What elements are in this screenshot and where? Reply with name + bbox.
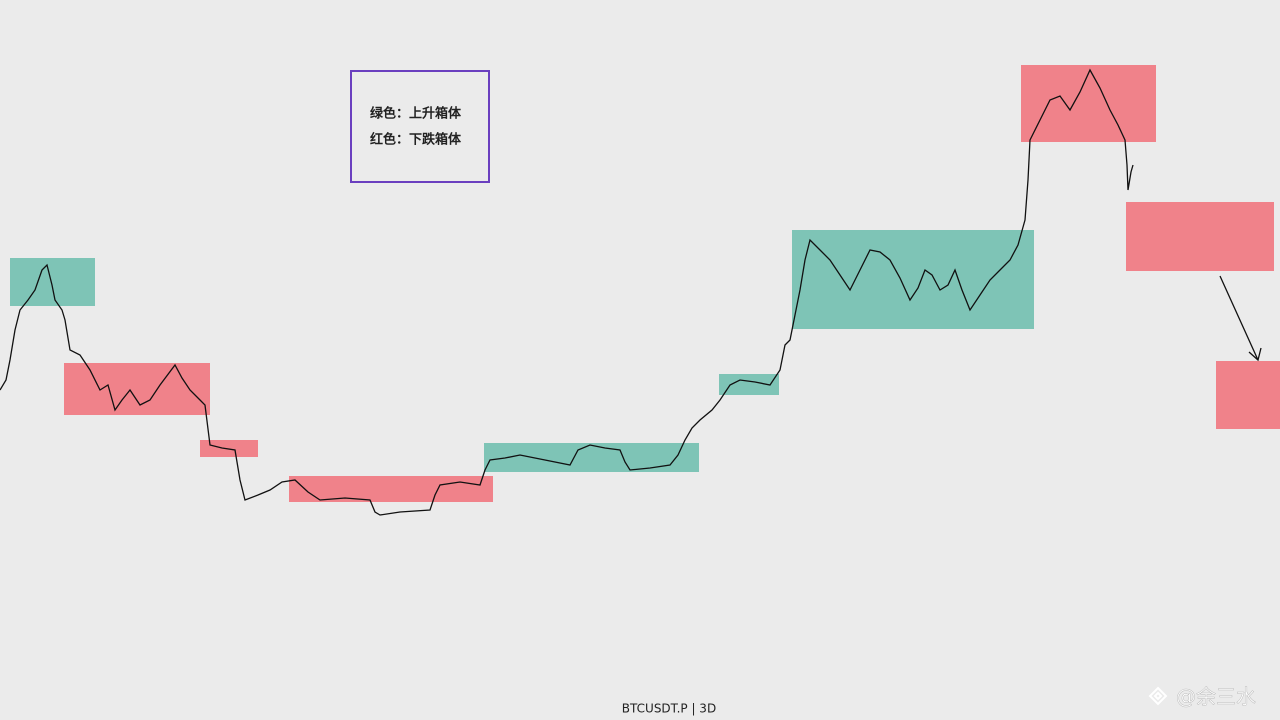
rising-box — [10, 258, 95, 306]
rising-box — [792, 230, 1034, 329]
legend-box — [350, 70, 490, 183]
legend-item: 绿色：上升箱体 — [370, 106, 462, 122]
watermark: @余三水 — [1176, 685, 1256, 709]
legend-item: 红色：下跌箱体 — [370, 132, 462, 148]
falling-box — [1021, 65, 1156, 142]
rising-box — [484, 443, 699, 472]
boxes — [10, 65, 1280, 502]
falling-box — [1126, 202, 1274, 271]
rising-box — [719, 374, 779, 395]
falling-box — [64, 363, 210, 415]
price-path — [0, 68, 1134, 516]
falling-box — [1216, 361, 1280, 429]
symbol-label: BTCUSDT.P | 3D — [622, 702, 716, 716]
falling-box — [289, 476, 493, 502]
watermark-icon — [1148, 686, 1168, 706]
arrow — [1219, 275, 1262, 362]
